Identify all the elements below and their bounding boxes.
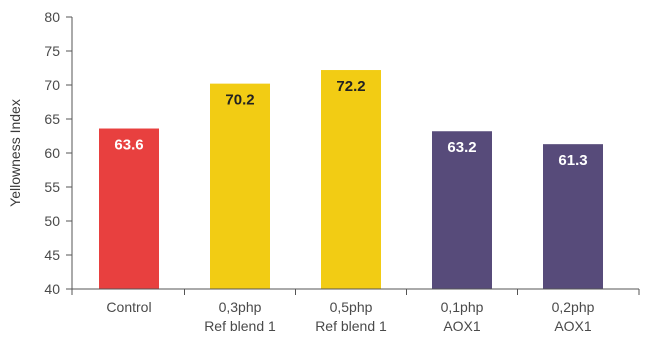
bar-value-label: 72.2 <box>336 78 365 95</box>
x-axis: Control 0,3php Ref blend 1 0,5php Ref blend … <box>71 288 640 334</box>
x-tick-label-line2: AOX1 <box>554 318 592 334</box>
x-tick-label: 0,2php <box>552 299 595 315</box>
x-tick-label-line2: Ref blend 1 <box>204 318 276 334</box>
bar <box>543 144 603 289</box>
y-tick-label: 55 <box>44 179 60 195</box>
x-tick-label: 0,5php <box>330 299 373 315</box>
bar-value-label: 70.2 <box>225 92 254 109</box>
bar-value-label: 63.2 <box>447 139 476 156</box>
x-tick-label-line2: Ref blend 1 <box>315 318 387 334</box>
bar <box>99 128 159 289</box>
x-tick-label-line2: AOX1 <box>443 318 481 334</box>
bar <box>210 83 270 289</box>
bar <box>321 70 381 289</box>
bars: 63.6 70.2 72.2 63.2 61.3 <box>99 70 603 289</box>
y-tick-label: 45 <box>44 247 60 263</box>
bar-value-label: 63.6 <box>114 137 143 154</box>
x-tick-label: 0,1php <box>441 299 484 315</box>
y-tick-label: 75 <box>44 43 60 59</box>
bar-value-label: 61.3 <box>558 152 587 169</box>
y-axis: 40 45 50 55 60 65 70 75 80 <box>44 9 73 297</box>
y-tick-label: 80 <box>44 9 60 25</box>
y-tick-label: 70 <box>44 77 60 93</box>
y-tick-label: 60 <box>44 145 60 161</box>
bar <box>432 131 492 289</box>
y-tick-label: 50 <box>44 213 60 229</box>
y-axis-title: Yellowness Index <box>7 99 23 207</box>
y-tick-label: 65 <box>44 111 60 127</box>
x-tick-label: Control <box>106 299 151 315</box>
x-tick-label: 0,3php <box>219 299 262 315</box>
y-tick-label: 40 <box>44 281 60 297</box>
